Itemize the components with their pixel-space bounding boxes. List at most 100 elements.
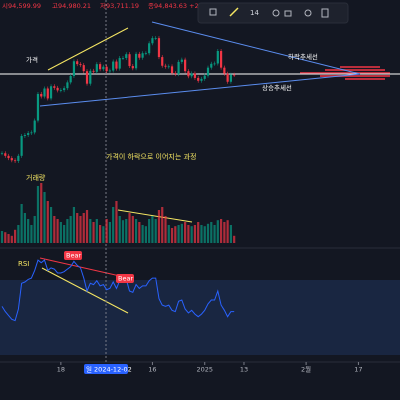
volume-bar (216, 220, 219, 243)
candle (66, 82, 69, 89)
candle (154, 38, 157, 39)
candle (85, 71, 89, 84)
candle (118, 58, 121, 69)
tool-icon[interactable] (209, 8, 217, 16)
x-tick-label: 2025 (196, 366, 213, 374)
candle (167, 66, 170, 68)
volume-bar (177, 225, 180, 243)
volume-bar (69, 216, 72, 243)
volume-bar (200, 225, 203, 243)
tool-icon[interactable] (321, 8, 329, 18)
candle (59, 90, 62, 91)
candle (63, 88, 66, 91)
toolbar[interactable]: 14 (197, 2, 349, 24)
volume-bar (206, 223, 210, 243)
volume-bar (36, 186, 40, 243)
candle (112, 61, 115, 71)
header-high: 고94,980.21 (52, 2, 91, 10)
candle (108, 70, 112, 72)
volume-bar (197, 222, 200, 243)
candle (161, 57, 164, 66)
candle (115, 61, 118, 69)
tool-icon[interactable] (304, 9, 312, 17)
tool-icon[interactable] (284, 10, 292, 17)
annotation: 가격 (26, 55, 38, 64)
volume-bar (184, 222, 187, 243)
header-low: 저93,711.19 (100, 1, 139, 10)
candle (210, 63, 213, 68)
volume-bar (161, 207, 164, 243)
candle (193, 73, 197, 78)
candle (180, 59, 183, 62)
candle (128, 54, 131, 67)
annotation: 가격이 하락으로 이어지는 과정 (106, 152, 196, 161)
volume-bar (10, 235, 13, 243)
candle (72, 61, 76, 76)
candle (151, 38, 154, 44)
volume-bar (190, 226, 193, 243)
candle (17, 155, 20, 161)
volume-bar (99, 225, 102, 243)
volume-bar (56, 219, 59, 243)
x-tick-label: 13 (240, 366, 248, 374)
volume-bar (72, 207, 76, 243)
candle (144, 53, 147, 55)
crosshair-label: 일 2024-12-02 (86, 365, 132, 374)
candle (200, 78, 203, 81)
tool-icon[interactable] (229, 7, 239, 17)
bear-badge (116, 274, 134, 283)
volume-bar (95, 219, 98, 243)
candle (105, 66, 108, 72)
candle (216, 50, 219, 64)
volume-bar (33, 216, 36, 243)
volume-bar (7, 234, 10, 243)
candle (49, 86, 53, 99)
volume-bar (164, 216, 167, 243)
volume-bar (0, 231, 4, 243)
candle (134, 53, 138, 69)
candle (23, 134, 26, 136)
volume-bar (40, 183, 43, 243)
down-trend-line (151, 21, 361, 75)
volume-bar (27, 219, 30, 243)
volume-bar (13, 229, 17, 243)
volume-bar (105, 219, 108, 243)
annotation: 하락추세선 (288, 52, 318, 61)
candle (10, 158, 13, 161)
volume-bar (118, 216, 121, 243)
volume-bar (79, 216, 82, 243)
candle (157, 38, 161, 58)
candle (121, 58, 125, 59)
tool-icon[interactable] (272, 9, 280, 17)
candle (170, 66, 174, 74)
volume-bar (63, 225, 66, 243)
volume-bar (82, 213, 85, 243)
volume-bar (174, 226, 177, 243)
volume-bar (141, 225, 144, 243)
candle (89, 70, 92, 84)
volume-bar (17, 225, 20, 243)
volume-bar (233, 235, 236, 243)
volume-bar (53, 216, 56, 243)
candle (187, 71, 190, 77)
volume-bar (138, 222, 141, 243)
candle (46, 88, 49, 99)
volume-bar (85, 210, 89, 243)
x-tick-label: 16 (148, 366, 156, 374)
candle (27, 133, 30, 135)
rsi-band (0, 280, 400, 355)
candle (53, 86, 56, 88)
candle (226, 73, 229, 82)
annotation: Bear (118, 275, 133, 283)
candle (56, 87, 59, 91)
candle (203, 75, 206, 79)
toolbar-width[interactable]: 14 (250, 9, 259, 17)
candle (138, 53, 141, 58)
annotation: 상승추세선 (262, 83, 292, 92)
candle (190, 73, 193, 77)
x-tick-label: 17 (354, 366, 362, 374)
candle (92, 70, 95, 72)
candle (223, 67, 226, 74)
candle (141, 53, 144, 58)
rsi-trend-line (41, 267, 129, 314)
